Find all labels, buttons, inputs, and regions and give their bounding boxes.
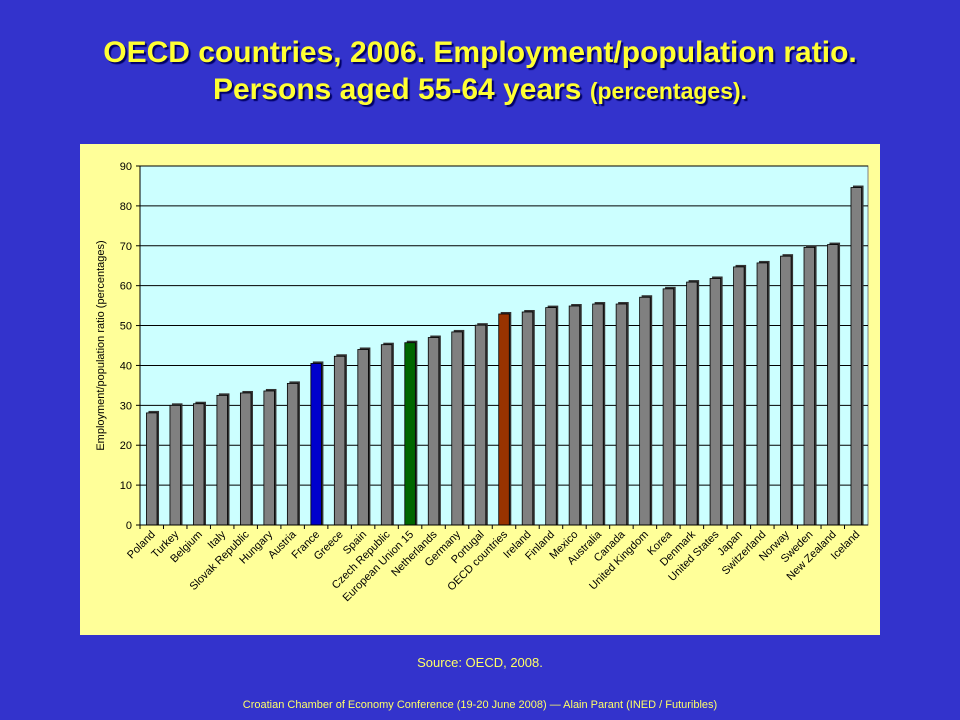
title-line-2: Persons aged 55-64 years (percentages). [0,71,960,110]
y-axis-ticks: 0 10 20 30 40 50 60 70 80 90 [120,161,140,532]
bar [756,262,769,526]
bar [592,303,604,526]
bar [310,363,322,526]
bar [146,412,158,526]
bar [568,305,581,526]
bar [169,404,181,526]
chart-panel: 0 10 20 30 40 50 60 70 80 90 Poland Turkey Belgium I… [80,144,880,635]
bar [474,324,487,526]
title-line-2-main: Persons aged 55-64 years [212,73,590,106]
bar [709,278,722,526]
y-tick-label: 90 [120,161,132,173]
bar [545,307,557,526]
bar [662,288,675,526]
bar [803,246,815,526]
bar [239,392,252,526]
y-tick-label: 70 [120,241,132,253]
bars [146,185,864,526]
bar [427,337,440,526]
bar [850,187,862,526]
bar [357,349,369,526]
footer-credit: Croatian Chamber of Economy Conference (… [242,699,718,711]
bar [686,281,698,526]
bar [827,244,839,526]
y-tick-label: 50 [120,321,132,333]
y-tick-label: 30 [120,400,132,412]
bar [404,342,416,526]
bar [380,344,393,526]
y-tick-label: 60 [120,281,132,293]
bar [521,311,534,526]
bar [263,390,275,526]
y-tick-label: 10 [120,480,132,492]
bar [216,394,228,526]
bar [286,382,299,526]
bar [780,255,792,526]
title-line-2-small: (percentages). [589,78,748,104]
y-tick-label: 80 [120,201,132,213]
y-tick-label: 20 [120,440,132,452]
y-axis-label: Employment/population ratio (percentages… [95,240,107,450]
bar [639,296,651,526]
y-tick-label: 40 [120,360,132,372]
gridlines [140,165,868,486]
bar [733,266,745,526]
bar [498,313,510,526]
y-tick-label: 0 [126,520,132,532]
bar [615,303,628,526]
bar [193,403,205,526]
bar [333,355,346,526]
title-line-1: OECD countries, 2006. Employment/populat… [103,36,857,69]
chart-title: OECD countries, 2006. Employment/populat… [0,34,960,110]
source-note: Source: OECD, 2008. [417,655,543,670]
bar [451,331,463,526]
